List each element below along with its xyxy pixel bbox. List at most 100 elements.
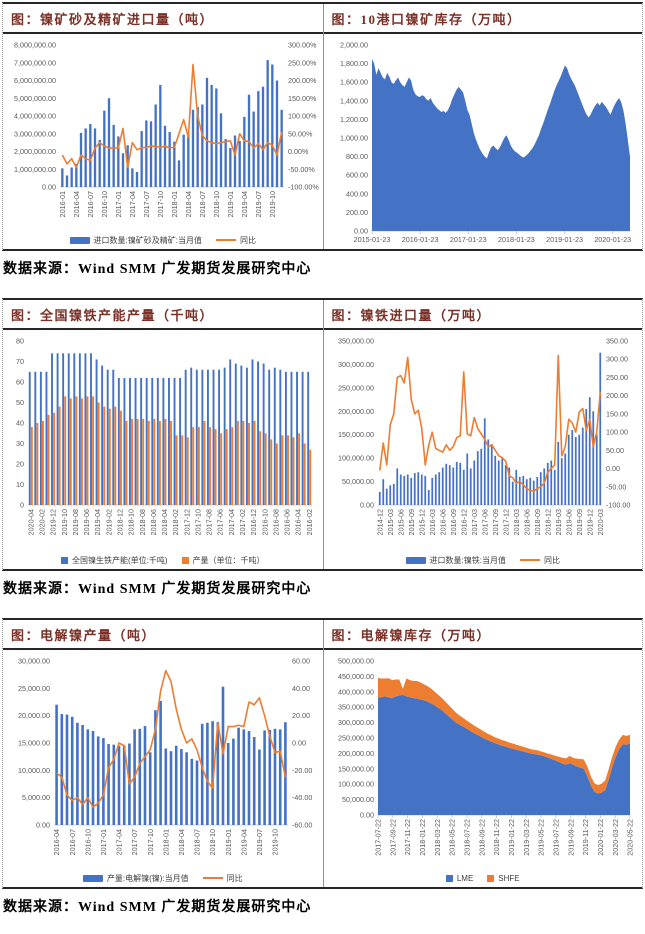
svg-text:450,000.00: 450,000.00 [338,672,374,681]
svg-text:400.00: 400.00 [346,189,368,198]
svg-text:2019-10: 2019-10 [270,829,279,855]
svg-text:2019-03: 2019-03 [554,509,563,535]
svg-text:2018-01: 2018-01 [161,829,170,855]
svg-text:2017-06: 2017-06 [215,509,224,535]
svg-text:30: 30 [16,439,24,448]
svg-text:200.00%: 200.00% [288,76,317,85]
svg-text:2016-04: 2016-04 [52,829,61,855]
svg-text:-50.00%: -50.00% [288,165,315,174]
svg-text:2018-01-23: 2018-01-23 [498,235,535,244]
svg-text:2020-01-23: 2020-01-23 [594,235,631,244]
svg-text:20,000.00: 20,000.00 [18,711,50,720]
line-swatch-icon [519,558,540,562]
svg-text:2020-03: 2020-03 [596,509,605,535]
svg-text:150.00%: 150.00% [288,94,317,103]
svg-text:2020-01-22: 2020-01-22 [596,819,605,856]
svg-text:2018-06: 2018-06 [522,509,531,535]
panel-row-3: 图：电解镍产量（吨） 30,000.00 25,000.00 20,000.00 15… [2,618,643,889]
legend-item: SHFE [487,874,520,883]
figure-row-2: 图：全国镍铁产能产量（千吨） 80 70 60 50 40 30 20 10 0 2020-04 2… [2,298,643,616]
svg-text:2018-12: 2018-12 [543,509,552,535]
bar-swatch-icon [405,556,426,564]
svg-text:2016-04: 2016-04 [72,191,81,217]
svg-text:2018-10: 2018-10 [126,509,135,535]
svg-text:3,000,000.00: 3,000,000.00 [14,129,56,138]
svg-text:2017-01: 2017-01 [114,191,123,217]
svg-text:200,000.00: 200,000.00 [338,749,374,758]
svg-text:2016-03: 2016-03 [428,509,437,535]
svg-text:2019-07-22: 2019-07-22 [551,819,560,856]
svg-text:2018-01-22: 2018-01-22 [418,819,427,856]
svg-text:10: 10 [16,480,24,489]
svg-text:2018-11-22: 2018-11-22 [492,819,501,855]
svg-text:2018-07: 2018-07 [192,829,201,855]
refined-nickel-inventory-chart: 500,000.00 450,000.00 400,000.00 350,000.00… [338,657,635,856]
svg-text:2019-10: 2019-10 [268,191,277,217]
legend-item: LME [445,873,474,883]
svg-text:2016-01-23: 2016-01-23 [402,235,439,244]
svg-text:2018-08: 2018-08 [138,509,147,535]
svg-text:200.00: 200.00 [346,208,368,217]
svg-text:250,000.00: 250,000.00 [338,734,374,743]
legend-item: 进口数量:镍矿砂及精矿:当月值 [69,235,202,246]
npi-imports-chart: 350,000.00 300,000.00 250,000.00 200,000.00… [338,337,630,536]
svg-text:2016-04: 2016-04 [293,509,302,535]
chart-legend: 进口数量:镍矿砂及精矿:当月值 同比 [63,233,263,247]
svg-text:400,000.00: 400,000.00 [338,687,374,696]
svg-text:2019-07: 2019-07 [254,191,263,217]
figure-row-3: 图：电解镍产量（吨） 30,000.00 25,000.00 20,000.00 15… [2,618,643,934]
data-source-caption: 数据来源：Wind SMM 广发期货发展研究中心 [3,262,312,277]
data-source-caption: 数据来源：Wind SMM 广发期货发展研究中心 [3,900,312,915]
svg-text:500,000.00: 500,000.00 [338,657,374,666]
figure-panel-refined-nickel-inventory: 图：电解镍库存（万吨） 500,000.00 450,000.00 400,000.… [322,620,642,887]
svg-text:-50.00: -50.00 [606,482,626,491]
svg-text:2019-11-22: 2019-11-22 [581,819,590,855]
svg-text:2018-05-22: 2018-05-22 [447,819,456,856]
svg-text:100.00%: 100.00% [288,112,317,121]
svg-text:2017-10: 2017-10 [156,191,165,217]
svg-text:0.00: 0.00 [292,739,306,748]
svg-text:25,000.00: 25,000.00 [18,684,50,693]
svg-text:250.00%: 250.00% [288,58,317,67]
svg-text:2019-10: 2019-10 [60,509,69,535]
svg-text:100,000.00: 100,000.00 [338,780,374,789]
svg-text:20.00: 20.00 [292,711,310,720]
svg-text:0.00: 0.00 [42,183,56,192]
svg-text:2019-06: 2019-06 [564,509,573,535]
chart-title: 图：10港口镍矿库存（万吨） [323,4,642,34]
svg-text:350.00: 350.00 [606,337,628,346]
svg-text:2017-07: 2017-07 [142,191,151,217]
legend-item: 同比 [202,873,243,884]
svg-text:2014-12: 2014-12 [375,509,384,535]
svg-text:300.00%: 300.00% [288,41,317,50]
figure-panel-nickel-ore-imports: 图：镍矿砂及精矿进口量（吨） 8,000,000.00 7,000,000.00 6… [3,4,323,249]
legend-label: 同比 [226,873,243,883]
chart-title: 图：镍铁进口量（万吨） [323,300,642,330]
refined-nickel-output-chart: 30,000.00 25,000.00 20,000.00 15,000.00 10,0… [18,657,312,856]
chart-title: 图：镍矿砂及精矿进口量（吨） [3,4,323,34]
svg-text:150.00: 150.00 [606,409,628,418]
svg-text:2019-04: 2019-04 [239,829,248,855]
svg-text:2019-09: 2019-09 [575,509,584,535]
svg-text:2017-08: 2017-08 [204,509,213,535]
svg-text:60: 60 [16,378,24,387]
svg-text:2016-07: 2016-07 [86,191,95,217]
line-swatch-icon [202,876,223,880]
svg-text:2019-08: 2019-08 [71,509,80,535]
svg-text:50.00: 50.00 [606,446,624,455]
svg-text:5,000.00: 5,000.00 [22,793,50,802]
data-source-caption: 数据来源：Wind SMM 广发期货发展研究中心 [3,582,312,597]
svg-text:80: 80 [16,337,24,346]
svg-text:150,000.00: 150,000.00 [338,430,374,439]
svg-text:2020-03-22: 2020-03-22 [611,819,620,856]
svg-text:2018-04: 2018-04 [184,191,193,217]
svg-text:-20.00: -20.00 [292,766,312,775]
svg-text:-100.00: -100.00 [606,501,630,510]
bar-swatch-icon [445,874,453,882]
svg-text:2016-12: 2016-12 [459,509,468,535]
svg-text:0.00: 0.00 [606,464,620,473]
legend-label: 产量（单位：千吨） [192,555,265,565]
bar-swatch-icon [69,236,90,244]
legend-label: LME [456,873,474,883]
